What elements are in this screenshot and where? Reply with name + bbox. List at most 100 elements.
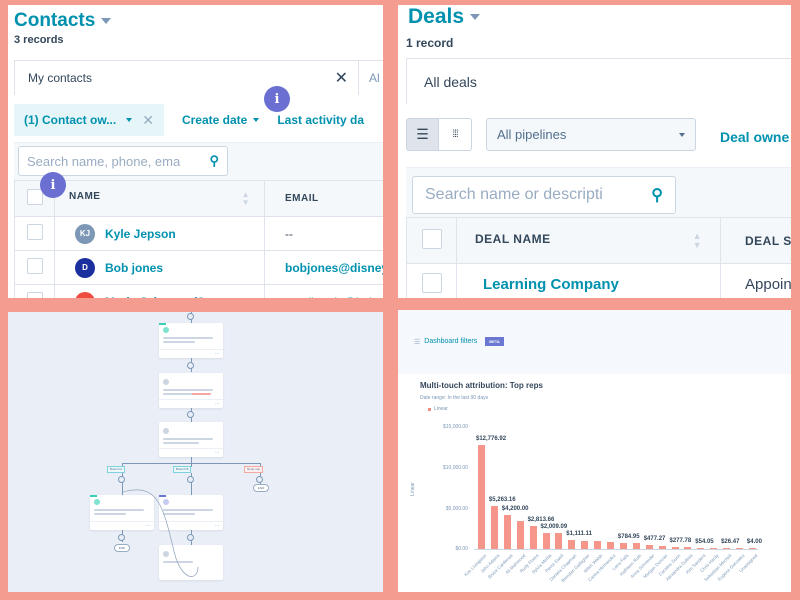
bar[interactable]	[723, 548, 731, 549]
list-view-button[interactable]: ☰	[406, 118, 439, 151]
column-header-name[interactable]: NAME ▲ ▼	[54, 180, 265, 217]
bar[interactable]	[594, 541, 602, 549]
create-date-filter[interactable]: Create date	[182, 113, 260, 127]
avatar: KJ	[75, 223, 95, 244]
row-checkbox[interactable]	[26, 224, 43, 240]
goto-loop-connector	[122, 489, 199, 577]
add-step-icon[interactable]	[187, 534, 194, 541]
bar-value-label: $12,776.92	[476, 436, 507, 443]
branch-label-a[interactable]: Branch A	[107, 466, 126, 473]
action-color-bar	[90, 495, 97, 497]
contacts-title-dropdown[interactable]: Contacts	[14, 10, 112, 32]
record-count: 1 record	[406, 36, 454, 50]
row-select-cell	[14, 284, 55, 298]
branch-label-none[interactable]: None met	[244, 466, 264, 473]
bar[interactable]	[478, 445, 485, 549]
bar[interactable]	[697, 548, 705, 549]
chevron-down-icon	[126, 118, 133, 122]
bar[interactable]	[516, 521, 524, 549]
filter-label: Last activity da	[277, 113, 365, 127]
row-checkbox[interactable]	[26, 258, 43, 274]
row-checkbox[interactable]	[26, 292, 43, 298]
list-icon: ☰	[416, 126, 429, 142]
bar[interactable]	[632, 543, 640, 549]
add-step-icon[interactable]	[187, 476, 194, 483]
contact-owner-filter[interactable]: (1) Contact ow... ✕	[14, 104, 164, 136]
bar[interactable]	[710, 548, 718, 549]
bar[interactable]	[645, 545, 653, 549]
workflow-goto-node[interactable]	[159, 545, 223, 580]
deal-owner-filter[interactable]: Deal owne	[720, 129, 790, 145]
name-cell: D Bob jones	[54, 250, 265, 285]
deal-stage-cell: Appoin	[720, 263, 791, 298]
board-view-button[interactable]: ⁞⁞⁞	[439, 118, 472, 151]
bar[interactable]	[529, 526, 537, 549]
column-header-deal-name[interactable]: DEAL NAME ▲ ▼	[456, 217, 721, 264]
filter-label: (1) Contact ow...	[24, 113, 117, 127]
add-step-icon[interactable]	[187, 313, 194, 320]
select-all-checkbox[interactable]	[421, 229, 442, 249]
add-step-icon[interactable]	[187, 362, 194, 369]
table-row: H Maria Johnson (Sa emailmaria@hub	[14, 284, 383, 299]
add-step-icon[interactable]	[118, 534, 125, 541]
tab-all-contacts[interactable]: Al	[359, 61, 380, 95]
bar[interactable]	[503, 514, 511, 549]
bar[interactable]	[748, 548, 756, 549]
bar[interactable]	[490, 506, 498, 549]
action-icon	[163, 327, 169, 333]
bar[interactable]	[736, 548, 743, 549]
workflow-action-1[interactable]: ···	[159, 323, 223, 358]
contact-name-link[interactable]: Maria Johnson (Sa	[105, 295, 212, 299]
tab-my-contacts[interactable]: My contacts ✕	[14, 61, 359, 95]
contact-name-link[interactable]: Kyle Jepson	[105, 226, 176, 241]
deal-name-link[interactable]: Learning Company	[456, 263, 721, 298]
dashboard-filters-button[interactable]: ☰ Dashboard filters BETA	[414, 337, 504, 346]
chart-legend[interactable]: Linear	[428, 406, 448, 412]
info-badge[interactable]: i	[264, 86, 290, 112]
email-cell[interactable]: bobjones@disney	[264, 250, 383, 285]
column-header-email[interactable]: EMAIL	[264, 180, 383, 217]
bar[interactable]	[671, 546, 679, 549]
bar[interactable]	[555, 533, 563, 549]
email-cell[interactable]: emailmaria@hub	[264, 284, 383, 298]
last-activity-filter[interactable]: Last activity da	[277, 113, 364, 127]
branch-label-b[interactable]: Branch B	[173, 466, 192, 473]
y-tick: $15,000.00	[442, 424, 468, 430]
info-badge[interactable]: i	[40, 172, 66, 198]
bar[interactable]	[581, 540, 589, 549]
chevron-down-icon	[679, 132, 685, 137]
workflow-action-branch-a[interactable]: ···	[90, 495, 154, 530]
workflow-action-branch-b[interactable]: ···	[159, 495, 223, 530]
bar[interactable]	[568, 539, 576, 549]
select-all-checkbox[interactable]	[26, 189, 43, 205]
connector	[122, 463, 123, 467]
workflow-action-2[interactable]: ···	[159, 373, 223, 408]
bar[interactable]	[658, 546, 666, 549]
bar[interactable]	[607, 541, 614, 549]
workflow-branch-node[interactable]: ···	[159, 422, 223, 457]
add-step-icon[interactable]	[187, 411, 194, 418]
add-step-icon[interactable]	[118, 476, 125, 483]
tab-all-deals[interactable]: All deals	[406, 58, 791, 104]
column-header-deal-stage[interactable]: DEAL S	[720, 217, 791, 264]
bar[interactable]	[619, 542, 627, 549]
search-input[interactable]: Search name or descripti ⚲	[412, 176, 676, 214]
action-footer: ···	[159, 399, 223, 408]
bar[interactable]	[542, 532, 550, 549]
deals-title-dropdown[interactable]: Deals	[408, 5, 481, 29]
deals-table: DEAL NAME ▲ ▼ DEAL S Learning Company Appo…	[406, 217, 791, 298]
bar[interactable]	[684, 547, 692, 549]
goto-icon	[163, 551, 169, 557]
sort-icon[interactable]: ▲ ▼	[241, 189, 250, 207]
avatar: D	[75, 257, 95, 278]
row-checkbox[interactable]	[421, 273, 442, 293]
add-step-icon[interactable]	[256, 476, 263, 483]
chevron-down-icon	[253, 118, 260, 122]
sort-icon[interactable]: ▲ ▼	[692, 230, 702, 250]
pipeline-select[interactable]: All pipelines	[486, 118, 696, 151]
contact-name-link[interactable]: Bob jones	[105, 260, 164, 275]
search-input[interactable]: Search name, phone, ema ⚲	[18, 146, 228, 176]
close-icon[interactable]: ✕	[334, 70, 348, 87]
remove-filter-icon[interactable]: ✕	[142, 111, 154, 128]
workflow-canvas[interactable]: ··· ··· ··· Branch A Branch B None met E…	[8, 312, 383, 592]
